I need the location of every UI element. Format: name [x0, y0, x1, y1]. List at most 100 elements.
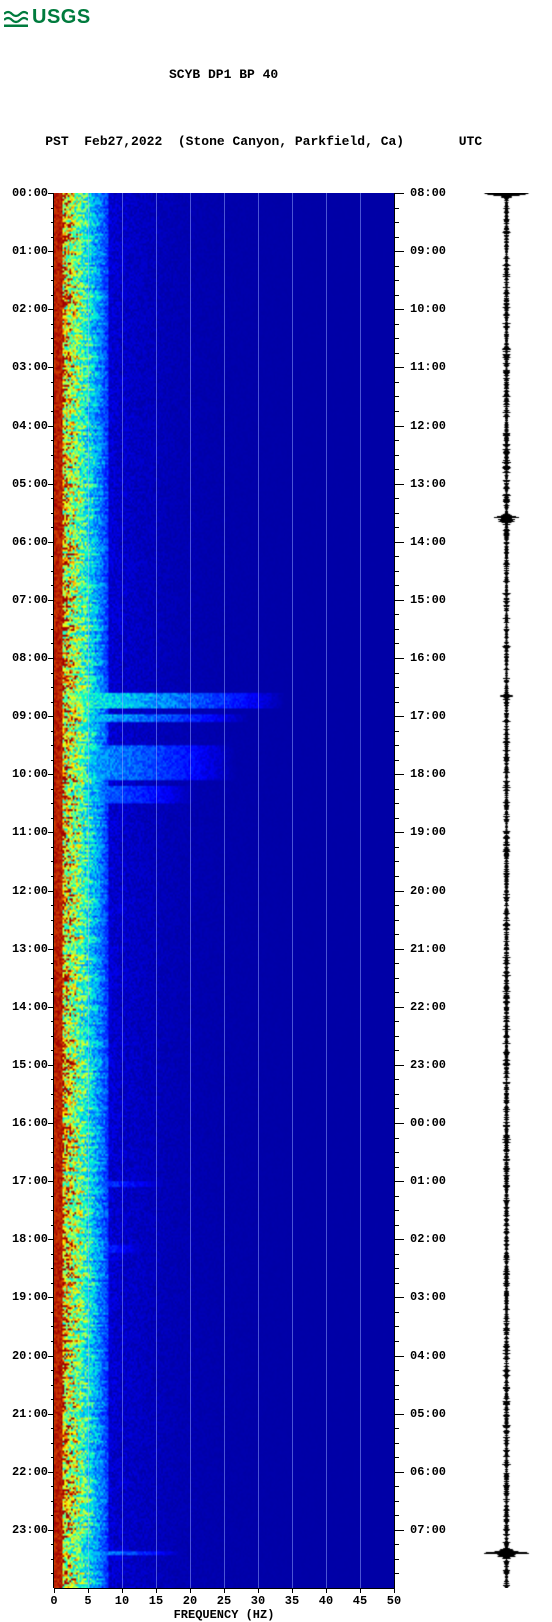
pst-hour-label: 11:00 — [12, 825, 48, 839]
plot-subtitle: PST Feb27,2022 (Stone Canyon, Parkfield,… — [4, 117, 548, 168]
pst-minor-tick — [51, 1312, 54, 1313]
pst-minor-tick — [51, 469, 54, 470]
utc-hour-label: 08:00 — [410, 186, 446, 200]
pst-minor-tick — [51, 1254, 54, 1255]
utc-major-tick — [394, 1123, 404, 1124]
usgs-wave-icon — [4, 9, 28, 27]
utc-major-tick — [394, 774, 404, 775]
pst-hour-label: 03:00 — [12, 360, 48, 374]
pst-hour-label: 02:00 — [12, 302, 48, 316]
freq-tick-label: 45 — [353, 1594, 367, 1608]
utc-minor-tick — [394, 338, 399, 339]
utc-hour-label: 21:00 — [410, 942, 446, 956]
utc-hour-label: 22:00 — [410, 1000, 446, 1014]
utc-minor-tick — [394, 396, 399, 397]
utc-minor-tick — [394, 1370, 399, 1371]
utc-minor-tick — [394, 1399, 399, 1400]
utc-minor-tick — [394, 295, 399, 296]
utc-minor-tick — [394, 1515, 399, 1516]
pst-hour-label: 12:00 — [12, 884, 48, 898]
pst-minor-tick — [51, 745, 54, 746]
freq-tick — [326, 1588, 327, 1593]
pst-minor-tick — [51, 382, 54, 383]
utc-hour-label: 20:00 — [410, 884, 446, 898]
utc-major-tick — [394, 426, 404, 427]
utc-minor-tick — [394, 469, 399, 470]
pst-minor-tick — [51, 687, 54, 688]
utc-major-tick — [394, 542, 404, 543]
vertical-gridline — [292, 193, 293, 1588]
pst-minor-tick — [51, 1079, 54, 1080]
freq-tick — [54, 1588, 55, 1593]
pst-major-tick — [48, 832, 54, 833]
pst-hour-label: 20:00 — [12, 1349, 48, 1363]
pst-minor-tick — [51, 1573, 54, 1574]
pst-minor-tick — [51, 876, 54, 877]
utc-minor-tick — [394, 585, 399, 586]
pst-minor-tick — [51, 643, 54, 644]
pst-minor-tick — [51, 237, 54, 238]
utc-minor-tick — [394, 1225, 399, 1226]
utc-major-tick — [394, 484, 404, 485]
utc-hour-label: 00:00 — [410, 1116, 446, 1130]
freq-tick-label: 40 — [319, 1594, 333, 1608]
pst-hour-label: 21:00 — [12, 1407, 48, 1421]
utc-minor-tick — [394, 440, 399, 441]
pst-minor-tick — [51, 861, 54, 862]
utc-hour-label: 14:00 — [410, 535, 446, 549]
utc-minor-tick — [394, 1544, 399, 1545]
pst-hour-label: 18:00 — [12, 1232, 48, 1246]
vertical-gridline — [88, 193, 89, 1588]
utc-minor-tick — [394, 1036, 399, 1037]
pst-major-tick — [48, 600, 54, 601]
utc-minor-tick — [394, 934, 399, 935]
utc-hour-label: 16:00 — [410, 651, 446, 665]
utc-hour-label: 15:00 — [410, 593, 446, 607]
utc-major-tick — [394, 1007, 404, 1008]
utc-minor-tick — [394, 1559, 399, 1560]
pst-minor-tick — [51, 1167, 54, 1168]
freq-tick-label: 50 — [387, 1594, 401, 1608]
freq-tick-label: 20 — [183, 1594, 197, 1608]
pst-major-tick — [48, 484, 54, 485]
pst-hour-label: 13:00 — [12, 942, 48, 956]
pst-minor-tick — [51, 992, 54, 993]
utc-major-tick — [394, 1472, 404, 1473]
utc-minor-tick — [394, 1152, 399, 1153]
pst-minor-tick — [51, 1457, 54, 1458]
utc-minor-tick — [394, 992, 399, 993]
pst-major-tick — [48, 251, 54, 252]
utc-minor-tick — [394, 847, 399, 848]
utc-hour-label: 03:00 — [410, 1290, 446, 1304]
pst-minor-tick — [51, 731, 54, 732]
pst-minor-tick — [51, 208, 54, 209]
freq-tick — [122, 1588, 123, 1593]
pst-minor-tick — [51, 934, 54, 935]
freq-tick-label: 10 — [115, 1594, 129, 1608]
utc-minor-tick — [394, 731, 399, 732]
pst-major-tick — [48, 1414, 54, 1415]
pst-major-tick — [48, 1065, 54, 1066]
utc-minor-tick — [394, 513, 399, 514]
utc-hour-label: 12:00 — [410, 419, 446, 433]
pst-minor-tick — [51, 1428, 54, 1429]
utc-hour-label: 07:00 — [410, 1523, 446, 1537]
pst-minor-tick — [51, 280, 54, 281]
utc-minor-tick — [394, 1283, 399, 1284]
pst-major-tick — [48, 774, 54, 775]
utc-major-tick — [394, 309, 404, 310]
freq-tick-label: 0 — [50, 1594, 57, 1608]
utc-hour-label: 09:00 — [410, 244, 446, 258]
freq-tick-label: 30 — [251, 1594, 265, 1608]
utc-minor-tick — [394, 266, 399, 267]
pst-major-tick — [48, 309, 54, 310]
utc-minor-tick — [394, 455, 399, 456]
pst-minor-tick — [51, 614, 54, 615]
pst-hour-label: 23:00 — [12, 1523, 48, 1537]
pst-minor-tick — [51, 353, 54, 354]
utc-minor-tick — [394, 1196, 399, 1197]
pst-hour-label: 08:00 — [12, 651, 48, 665]
utc-minor-tick — [394, 1094, 399, 1095]
usgs-logo: USGS — [4, 6, 91, 29]
utc-minor-tick — [394, 1443, 399, 1444]
